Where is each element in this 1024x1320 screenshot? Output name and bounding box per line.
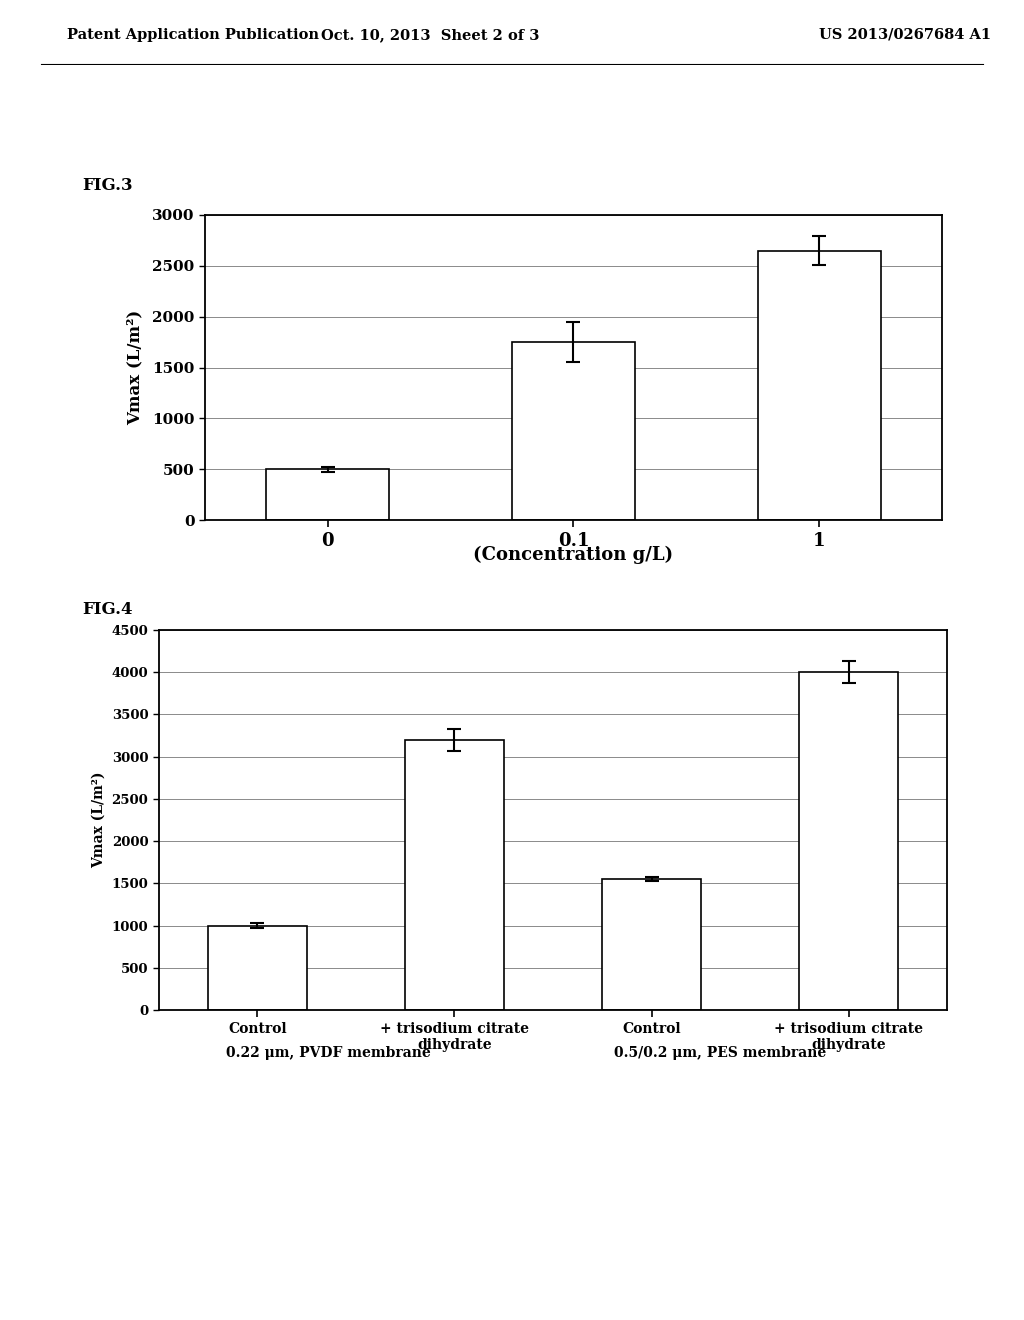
- Text: (Concentration g/L): (Concentration g/L): [473, 546, 674, 564]
- Bar: [208, 925, 306, 1010]
- Bar: [758, 251, 881, 520]
- Bar: [266, 469, 389, 520]
- Y-axis label: Vmax (L/m²): Vmax (L/m²): [127, 310, 143, 425]
- Bar: [800, 672, 898, 1010]
- Y-axis label: Vmax (L/m²): Vmax (L/m²): [92, 772, 106, 869]
- Bar: [602, 879, 700, 1010]
- Bar: [406, 739, 504, 1010]
- Bar: [512, 342, 635, 520]
- Text: 0.22 μm, PVDF membrane: 0.22 μm, PVDF membrane: [226, 1045, 431, 1060]
- Text: US 2013/0267684 A1: US 2013/0267684 A1: [819, 28, 991, 42]
- Text: FIG.4: FIG.4: [82, 602, 132, 619]
- Text: FIG.3: FIG.3: [82, 177, 132, 194]
- Text: 0.5/0.2 μm, PES membrane: 0.5/0.2 μm, PES membrane: [614, 1045, 826, 1060]
- Text: Patent Application Publication: Patent Application Publication: [67, 28, 318, 42]
- Text: Oct. 10, 2013  Sheet 2 of 3: Oct. 10, 2013 Sheet 2 of 3: [321, 28, 540, 42]
